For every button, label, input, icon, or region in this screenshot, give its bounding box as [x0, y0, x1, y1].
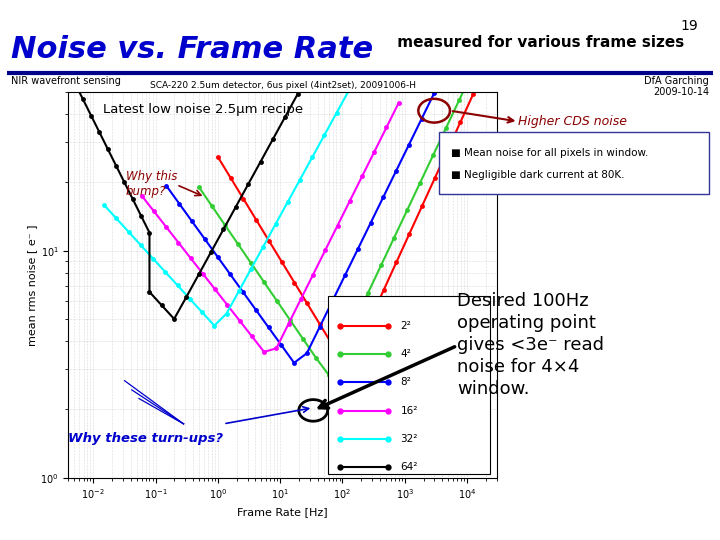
Text: 8²: 8²	[400, 377, 411, 387]
Text: 4²: 4²	[400, 349, 411, 359]
Text: 64²: 64²	[400, 462, 418, 472]
Text: NIR wavefront sensing: NIR wavefront sensing	[11, 76, 121, 86]
Text: 19: 19	[680, 19, 698, 33]
Text: 2²: 2²	[400, 321, 411, 331]
Y-axis label: mean rms noise [ e⁻ ]: mean rms noise [ e⁻ ]	[27, 224, 37, 346]
Text: Latest low noise 2.5μm recipe: Latest low noise 2.5μm recipe	[103, 103, 303, 117]
Text: 32²: 32²	[400, 434, 418, 444]
Text: ■ Mean noise for all pixels in window.: ■ Mean noise for all pixels in window.	[451, 148, 649, 159]
X-axis label: Frame Rate [Hz]: Frame Rate [Hz]	[238, 507, 328, 517]
Text: ■ Mean noise for all pixels in window.: ■ Mean noise for all pixels in window.	[450, 146, 661, 156]
Text: Why these turn-ups?: Why these turn-ups?	[68, 432, 223, 445]
Text: ■ Negligible dark current at 80K.: ■ Negligible dark current at 80K.	[451, 170, 625, 180]
Text: 16²: 16²	[400, 406, 418, 416]
Text: measured for various frame sizes: measured for various frame sizes	[392, 35, 685, 50]
Text: ■ Negligible dark current at 80K.: ■ Negligible dark current at 80K.	[450, 182, 636, 192]
FancyBboxPatch shape	[328, 296, 490, 474]
Text: Desired 100Hz
operating point
gives <3e⁻ read
noise for 4×4
window.: Desired 100Hz operating point gives <3e⁻…	[457, 292, 604, 399]
Text: Higher CDS noise: Higher CDS noise	[518, 115, 627, 128]
Title: SCA-220 2.5um detector, 6us pixel (4int2set), 20091006-H: SCA-220 2.5um detector, 6us pixel (4int2…	[150, 80, 415, 90]
Text: Why this
bump?: Why this bump?	[126, 170, 177, 198]
Text: DfA Garching
2009-10-14: DfA Garching 2009-10-14	[644, 76, 709, 97]
Text: Noise vs. Frame Rate: Noise vs. Frame Rate	[11, 35, 373, 64]
